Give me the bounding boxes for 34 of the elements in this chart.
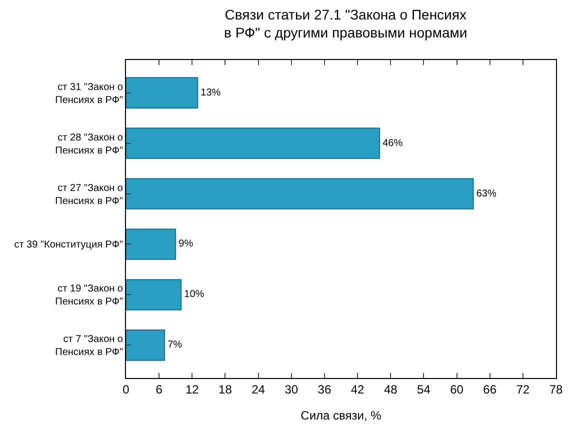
x-tick-label: 42 bbox=[350, 382, 365, 396]
x-tick-label: 24 bbox=[252, 382, 266, 396]
y-tick-label: ст 27 "Закон о Пенсиях в РФ" bbox=[55, 182, 124, 207]
bar bbox=[126, 178, 474, 210]
x-tick-label: 0 bbox=[122, 382, 130, 396]
x-tick-label: 48 bbox=[384, 382, 398, 396]
x-tick-label: 66 bbox=[483, 382, 497, 396]
y-tick-label: ст 19 "Закон о Пенсиях в РФ" bbox=[55, 284, 124, 308]
x-tick-label: 18 bbox=[218, 382, 232, 396]
bar bbox=[126, 128, 380, 159]
data-label: 13% bbox=[200, 87, 221, 98]
y-tick-label: ст 28 "Закон о Пенсиях в РФ" bbox=[55, 132, 124, 156]
y-tick-label: ст 31 "Закон о Пенсиях в РФ" bbox=[55, 82, 124, 106]
data-label: 10% bbox=[184, 289, 204, 300]
data-label: 63% bbox=[476, 188, 496, 200]
data-label: 9% bbox=[178, 238, 194, 250]
chart-title: Связи статьи 27.1 "Закона о Пенсиях в РФ" с другими правовыми нормами bbox=[224, 6, 468, 41]
data-label: 7% bbox=[168, 340, 182, 351]
x-tick-label: 6 bbox=[156, 382, 163, 396]
x-tick-label: 54 bbox=[417, 382, 431, 396]
x-tick-label: 36 bbox=[318, 382, 332, 396]
y-tick-label: ст 39 "Конституция РФ" bbox=[14, 240, 124, 251]
bar bbox=[126, 228, 176, 260]
x-tick-label: 78 bbox=[549, 382, 563, 396]
data-label: 46% bbox=[382, 138, 403, 149]
bar bbox=[126, 330, 166, 361]
bar bbox=[126, 77, 198, 108]
bar bbox=[126, 279, 182, 310]
x-tick-label: 60 bbox=[450, 382, 464, 396]
x-tick-label: 30 bbox=[284, 382, 298, 396]
y-tick-label: ст 7 "Закон о Пенсиях в РФ" bbox=[55, 334, 124, 358]
x-tick-label: 72 bbox=[516, 382, 530, 396]
x-tick-label: 12 bbox=[185, 382, 200, 396]
x-axis-title: Сила связи, % bbox=[300, 408, 382, 422]
